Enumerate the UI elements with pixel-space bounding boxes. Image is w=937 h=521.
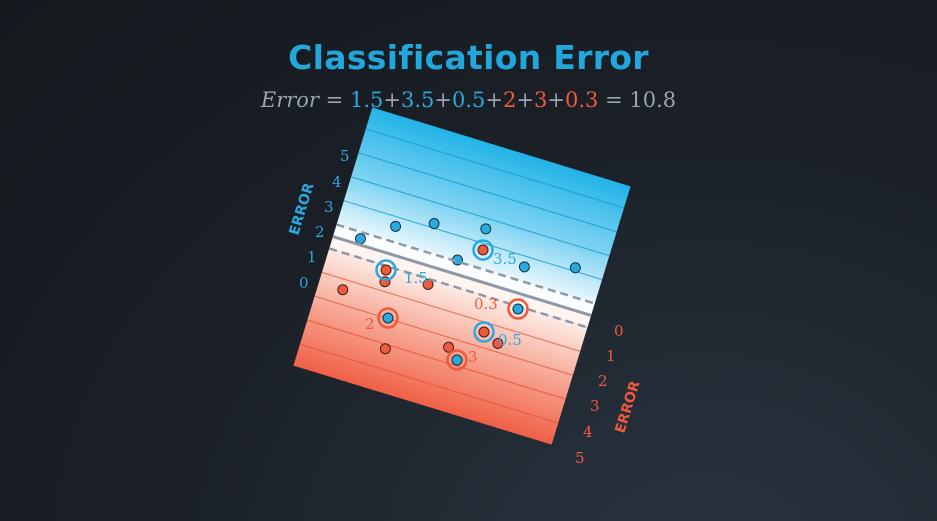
- formula-term-6: 0.3: [564, 88, 599, 112]
- misclassified-red-point: [477, 244, 489, 256]
- blue-line-5: [360, 126, 629, 210]
- misclassified-ring: [473, 321, 495, 343]
- misclassified-blue-point: [451, 354, 463, 366]
- formula-equals: =: [325, 88, 344, 112]
- misclassified-ring: [375, 259, 397, 281]
- formula-term-4: 2: [503, 88, 517, 112]
- red-error-lines: [295, 270, 586, 426]
- red-tick-5: 5: [575, 449, 585, 467]
- blue-points: [354, 218, 581, 274]
- formula-term-5: 3: [533, 88, 548, 112]
- blue-tick-5: 5: [340, 147, 350, 165]
- misclassified-red-point: [478, 326, 490, 338]
- blue-tick-3: 3: [324, 198, 334, 216]
- misclassified-blue-point: [512, 303, 524, 315]
- blue-point: [428, 218, 440, 230]
- formula-lhs: Error: [260, 88, 319, 112]
- blue-point: [569, 262, 581, 274]
- red-line-5: [295, 342, 564, 426]
- red-line-4: [302, 318, 571, 402]
- blue-tick-1: 1: [307, 248, 317, 266]
- blue-margin: [328, 223, 600, 317]
- error-label-0-3: 0.3: [474, 295, 498, 313]
- blue-error-lines: [338, 126, 629, 282]
- misclassified-ring: [377, 307, 399, 329]
- blue-axis-title: ERROR: [287, 181, 318, 237]
- misclassified-ring: [446, 349, 468, 371]
- blue-point: [451, 254, 463, 266]
- red-region: [293, 247, 593, 445]
- red-points: [337, 276, 504, 355]
- red-tick-1: 1: [606, 347, 616, 365]
- blue-margin-line: [336, 223, 596, 305]
- red-line-3: [309, 294, 578, 378]
- red-point: [379, 343, 391, 355]
- misclassified-ring: [472, 239, 494, 261]
- formula-equals-2: =: [605, 88, 623, 112]
- formula-plus-2: +: [434, 88, 452, 112]
- error-label-0-5: 0.5: [498, 331, 522, 349]
- page-title: Classification Error: [288, 38, 649, 77]
- blue-point: [518, 261, 530, 273]
- red-tick-0: 0: [614, 322, 624, 340]
- misclassified-red-point: [380, 264, 392, 276]
- error-label-1-5: 1.5: [404, 269, 428, 287]
- red-error-scale: 0 1 2 3 4 5: [575, 322, 624, 467]
- formula-term-1: 1.5: [349, 88, 384, 112]
- blue-error-scale: 0 1 2 3 4 5: [299, 147, 350, 292]
- error-label-2: 2: [365, 315, 375, 333]
- red-axis-title: ERROR: [613, 379, 644, 435]
- blue-line-4: [353, 150, 622, 234]
- red-line-2: [316, 270, 586, 354]
- blue-tick-4: 4: [332, 173, 342, 191]
- misclassified-points: [375, 239, 529, 371]
- misclassified-blue-point: [382, 312, 394, 324]
- red-point: [337, 284, 349, 296]
- formula-plus-3: +: [485, 88, 503, 112]
- formula-result: 10.8: [629, 88, 677, 112]
- blue-tick-2: 2: [315, 223, 325, 241]
- error-label-3: 3: [468, 348, 478, 366]
- formula-plus-5: +: [547, 88, 565, 112]
- error-formula: Error = 1.5+3.5+0.5+2+3+0.3 = 10.8: [0, 88, 937, 112]
- red-point: [443, 341, 455, 353]
- blue-region: [331, 107, 631, 306]
- blue-line-2: [338, 198, 608, 282]
- formula-plus-1: +: [383, 88, 401, 112]
- red-tick-2: 2: [598, 372, 608, 390]
- decision-boundary: [332, 235, 592, 317]
- red-margin-line: [328, 247, 588, 329]
- formula-term-3: 0.5: [451, 88, 486, 112]
- blue-tick-0: 0: [299, 274, 309, 292]
- red-point: [492, 337, 504, 349]
- error-label-3-5: 3.5: [493, 250, 517, 268]
- formula-term-2: 3.5: [400, 88, 435, 112]
- red-tick-4: 4: [583, 423, 593, 441]
- blue-line-3: [346, 174, 615, 258]
- red-tick-3: 3: [590, 397, 600, 415]
- blue-point: [480, 223, 492, 235]
- blue-point: [390, 220, 402, 232]
- formula-plus-4: +: [516, 88, 534, 112]
- misclassified-labels: 1.5 3.5 0.5 2 3 0.3: [365, 250, 522, 366]
- misclassified-ring: [507, 298, 529, 320]
